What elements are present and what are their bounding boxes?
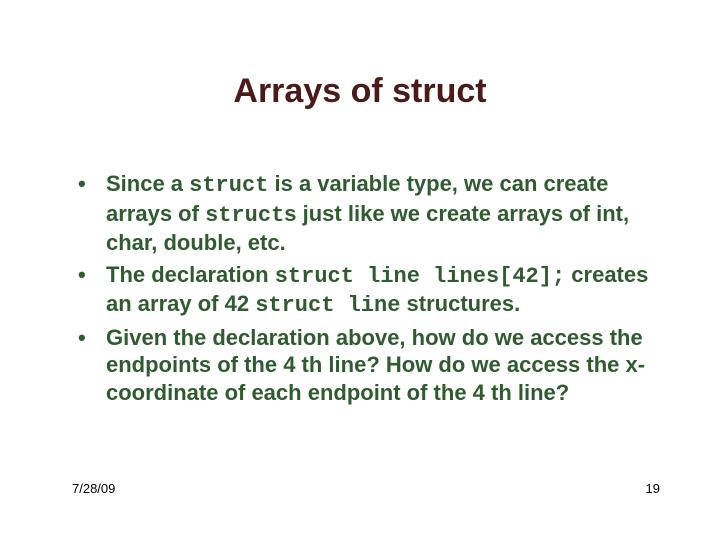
bullet-list: Since a struct is a variable type, we ca…: [78, 170, 660, 406]
bullet-text: Since a: [106, 171, 189, 196]
code-span: struct: [189, 173, 268, 198]
footer-date: 7/28/09: [72, 481, 115, 496]
code-span: struct: [205, 203, 284, 228]
slide-title: Arrays of struct: [0, 72, 720, 111]
slide-body: Since a struct is a variable type, we ca…: [78, 170, 660, 410]
bullet-item: Given the declaration above, how do we a…: [78, 324, 660, 407]
code-span: struct line lines[42];: [275, 264, 565, 289]
bullet-item: The declaration struct line lines[42]; c…: [78, 261, 660, 320]
bullet-item: Since a struct is a variable type, we ca…: [78, 170, 660, 257]
bullet-text: structures.: [400, 291, 520, 316]
bullet-text: The declaration: [106, 262, 275, 287]
bullet-text: Given the declaration above, how do we a…: [106, 325, 645, 405]
footer-page-number: 19: [646, 481, 660, 496]
slide: Arrays of struct Since a struct is a var…: [0, 0, 720, 540]
code-span: struct line: [255, 293, 400, 318]
